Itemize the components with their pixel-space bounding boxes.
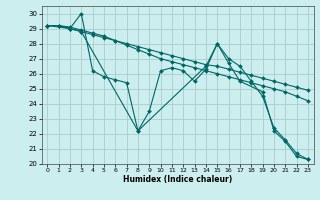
X-axis label: Humidex (Indice chaleur): Humidex (Indice chaleur) (123, 175, 232, 184)
